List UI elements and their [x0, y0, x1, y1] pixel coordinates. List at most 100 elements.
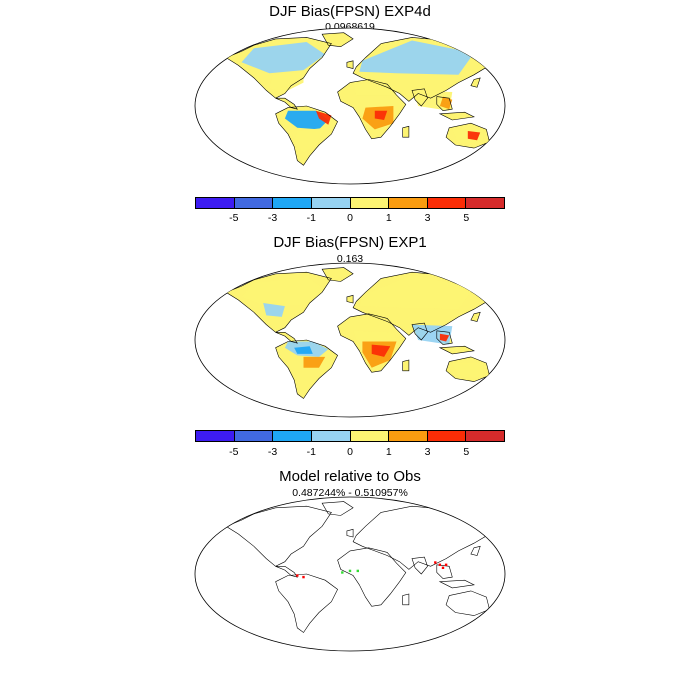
globe-content — [225, 501, 504, 633]
colorbar-swatch — [389, 198, 428, 208]
land-southAmerica — [275, 340, 338, 399]
relative-marker — [348, 569, 352, 573]
coastline-europeAsia — [352, 271, 490, 336]
coastline-centralAmerica — [275, 331, 298, 344]
coastline-nz — [495, 615, 504, 626]
coastline-europeAsia — [352, 505, 490, 570]
panel-2-colorbar — [195, 430, 505, 442]
panel-3-globe — [194, 496, 506, 652]
coastline-india — [411, 556, 428, 575]
coastline-uk — [346, 528, 354, 538]
coastline-indonesia — [438, 345, 476, 355]
colorbar-swatch — [311, 198, 351, 208]
colorbar-tick-label: 1 — [385, 212, 392, 224]
coastline-indonesia — [438, 111, 475, 121]
coastline-seAsia — [436, 96, 453, 112]
coastline-africa — [337, 313, 407, 373]
panel-1-colorbar — [195, 197, 505, 209]
colorbar-tick-label: -5 — [229, 446, 239, 458]
colorbar-tick-label: -1 — [306, 446, 316, 458]
coastline-madagascar — [402, 593, 410, 606]
colorbar-swatch — [466, 431, 504, 441]
colorbar-swatch — [427, 198, 467, 208]
bias-region — [439, 333, 450, 342]
land-madagascar — [402, 360, 409, 371]
panel-1-globe — [194, 27, 506, 185]
coastline-greenland — [321, 32, 354, 48]
coastline-indonesia — [438, 579, 476, 589]
coastline-centralAmerica — [275, 97, 298, 110]
land-centralAmerica — [275, 98, 298, 110]
colorbar-tick-label: 0 — [347, 446, 353, 458]
panel-3-title: Model relative to Obs — [279, 468, 421, 485]
colorbar-tick-label: 5 — [463, 446, 470, 458]
coastline-madagascar — [402, 125, 410, 138]
coastline-africa — [337, 547, 407, 607]
colorbar-tick-label: 5 — [463, 212, 470, 224]
coastline-japan — [470, 311, 481, 322]
coastline-seAsia — [436, 330, 453, 345]
relative-marker — [296, 574, 299, 577]
bias-region — [284, 110, 329, 130]
bias-region — [374, 110, 388, 120]
bias-region — [353, 330, 397, 340]
bias-region — [294, 346, 313, 354]
colorbar-swatch — [234, 431, 274, 441]
colorbar-swatch — [234, 198, 274, 208]
relative-marker — [302, 575, 305, 579]
bias-region — [269, 71, 304, 94]
coastline-australia — [445, 356, 490, 382]
coastline-australia — [445, 590, 490, 616]
land-centralAmerica — [275, 332, 298, 344]
colorbar-swatch — [389, 431, 428, 441]
land-uk — [346, 295, 354, 303]
colorbar-tick-label: -1 — [306, 212, 316, 224]
bias-region — [303, 356, 326, 368]
coastline-europeAsia — [352, 37, 490, 102]
panel-2-subtitle: 0.163 — [336, 253, 364, 265]
land-uk — [346, 60, 354, 69]
colorbar-swatch — [273, 431, 312, 441]
coastline-southAmerica — [275, 105, 338, 166]
bias-region — [467, 131, 481, 141]
coastline-japan — [470, 77, 481, 88]
relative-marker — [356, 569, 359, 573]
coastline-southAmerica — [275, 339, 338, 399]
coastline-southAmerica — [275, 573, 338, 633]
panel-2-colorbar-labels: -5 -3 -1 0 1 3 5 — [195, 446, 505, 458]
relative-marker — [441, 566, 445, 569]
relative-marker — [444, 563, 448, 566]
colorbar-swatch — [196, 198, 235, 208]
panel-2-globe — [194, 262, 506, 418]
relative-marker — [341, 571, 344, 574]
colorbar-swatch — [427, 431, 467, 441]
colorbar-swatch — [350, 198, 390, 208]
colorbar-swatch — [273, 198, 312, 208]
colorbar-tick-label: -5 — [229, 212, 239, 224]
panel-2-title: DJF Bias(FPSN) EXP1 — [273, 234, 427, 251]
coastline-india — [411, 88, 428, 107]
colorbar-tick-label: 3 — [424, 446, 431, 458]
bias-region — [371, 344, 391, 357]
colorbar-swatch — [350, 431, 390, 441]
panel-1-colorbar-labels: -5 -3 -1 0 1 3 5 — [195, 212, 505, 224]
bias-region — [353, 82, 397, 96]
colorbar-tick-label: -3 — [267, 446, 278, 458]
coastline-northAmerica — [225, 37, 332, 99]
colorbar-tick-label: 1 — [385, 446, 392, 458]
coastline-seAsia — [436, 564, 453, 579]
coastline-uk — [346, 60, 354, 69]
coastline-japan — [470, 545, 481, 556]
relative-marker — [434, 561, 437, 564]
colorbar-tick-label: 0 — [347, 212, 353, 224]
colorbar-tick-label: -3 — [267, 212, 278, 224]
relative-marker — [438, 563, 442, 566]
panel-1-title: DJF Bias(FPSN) EXP4d — [269, 3, 431, 20]
panel-1-subtitle: 0.0968619 — [325, 21, 375, 33]
coastline-africa — [337, 79, 407, 140]
globe-content — [225, 267, 504, 399]
coastline-india — [411, 322, 428, 341]
